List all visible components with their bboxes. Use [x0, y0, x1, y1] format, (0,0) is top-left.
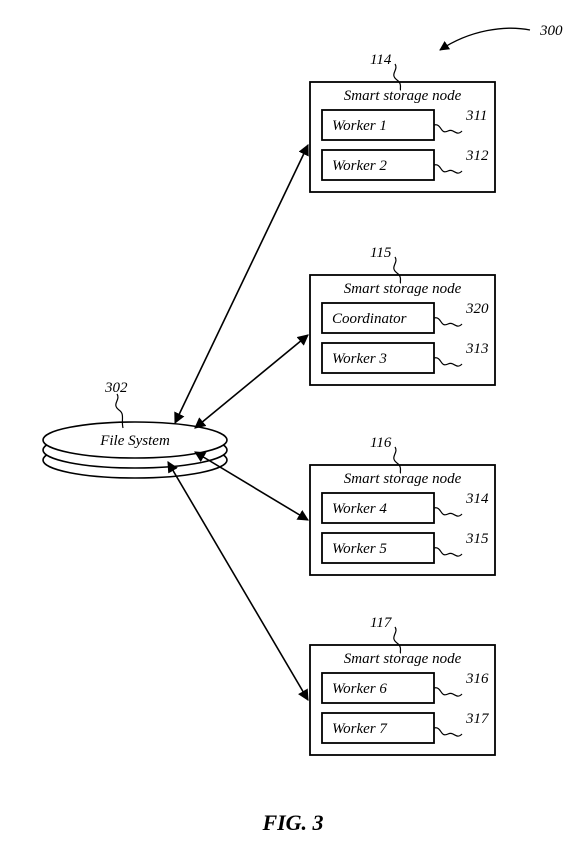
- worker-label: Worker 5: [332, 541, 387, 557]
- diagram-svg: 300 File System 302 Smart storage node 114 Wo…: [0, 0, 586, 847]
- worker-label: Coordinator: [332, 311, 407, 327]
- node-ref: 115: [370, 245, 392, 261]
- worker-ref: 316: [465, 671, 489, 687]
- node-title: Smart storage node: [344, 651, 462, 667]
- storage-node: Smart storage node 114 Worker 1 311 Worker 2…: [310, 52, 495, 192]
- connection-arrow: [175, 145, 308, 423]
- node-ref: 116: [370, 435, 392, 451]
- worker-label: Worker 7: [332, 721, 388, 737]
- worker-label: Worker 1: [332, 118, 387, 134]
- node-title: Smart storage node: [344, 471, 462, 487]
- worker-ref: 312: [465, 148, 489, 164]
- worker-label: Worker 3: [332, 351, 387, 367]
- storage-node: Smart storage node 116 Worker 4 314 Worker 5…: [310, 435, 495, 575]
- worker-label: Worker 2: [332, 158, 387, 174]
- file-system: [43, 422, 227, 478]
- node-title: Smart storage node: [344, 281, 462, 297]
- main-ref-arrow: [440, 28, 530, 50]
- file-system-ref: 302: [104, 380, 128, 396]
- connection-arrow: [168, 462, 308, 700]
- worker-ref: 317: [465, 711, 490, 727]
- worker-ref: 315: [465, 531, 489, 547]
- worker-ref: 313: [465, 341, 489, 357]
- file-system-label: File System: [99, 433, 170, 449]
- storage-node: Smart storage node 117 Worker 6 316 Worker 7…: [310, 615, 495, 755]
- worker-ref: 320: [465, 301, 489, 317]
- node-ref: 117: [370, 615, 393, 631]
- figure-caption: FIG. 3: [0, 810, 586, 836]
- connection-arrow: [195, 452, 308, 520]
- node-title: Smart storage node: [344, 88, 462, 104]
- worker-ref: 311: [465, 108, 487, 124]
- storage-node: Smart storage node 115 Coordinator 320 Worke…: [310, 245, 495, 385]
- main-ref-label: 300: [539, 23, 563, 39]
- node-ref: 114: [370, 52, 392, 68]
- worker-label: Worker 6: [332, 681, 387, 697]
- worker-ref: 314: [465, 491, 489, 507]
- worker-label: Worker 4: [332, 501, 387, 517]
- connection-arrow: [195, 335, 308, 428]
